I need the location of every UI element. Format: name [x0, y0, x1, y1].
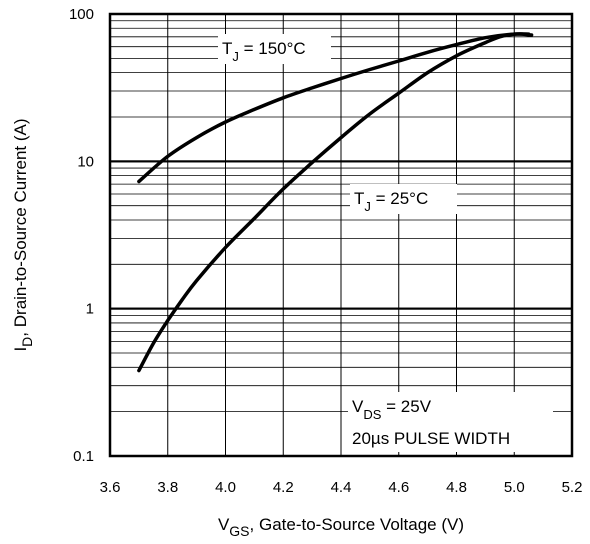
vds-annotation: VDS = 25V	[352, 397, 432, 422]
x-tick-label: 4.4	[331, 479, 352, 496]
x-tick-label: 4.6	[388, 479, 409, 496]
plot-frame	[108, 12, 574, 458]
series-label-25c: TJ = 25°C	[350, 184, 457, 214]
x-tick-label: 3.6	[100, 479, 121, 496]
grid-lines	[110, 14, 572, 456]
svg-text:TJ = 150°C: TJ = 150°C	[222, 39, 306, 64]
x-tick-label: 4.2	[273, 479, 294, 496]
test-conditions-annotation: VDS = 25V 20µs PULSE WIDTH	[348, 392, 553, 452]
x-tick-label: 5.0	[504, 479, 525, 496]
svg-text:TJ = 25°C: TJ = 25°C	[354, 189, 428, 214]
series-line-25c	[137, 32, 531, 373]
y-tick-label: 0.1	[73, 448, 94, 465]
x-tick-label: 5.2	[562, 479, 583, 496]
x-axis-title: VGS, Gate-to-Source Voltage (V)	[218, 515, 464, 539]
y-tick-label: 1	[86, 301, 94, 318]
pulse-width-annotation: 20µs PULSE WIDTH	[352, 429, 510, 448]
series-line-150c	[137, 32, 534, 184]
series-label-150c: TJ = 150°C	[218, 34, 331, 64]
y-tick-label: 10	[77, 153, 94, 170]
x-tick-label: 3.8	[157, 479, 178, 496]
x-tick-labels: 3.6 3.8 4.0 4.2 4.4 4.6 4.8 5.0 5.2	[100, 479, 583, 496]
y-tick-label: 100	[69, 6, 94, 23]
x-tick-label: 4.0	[215, 479, 236, 496]
data-series	[137, 32, 534, 373]
y-axis-title: ID, Drain-to-Source Current (A)	[11, 118, 35, 351]
y-tick-labels: 0.1 1 10 100	[69, 6, 94, 465]
x-tick-label: 4.8	[446, 479, 467, 496]
